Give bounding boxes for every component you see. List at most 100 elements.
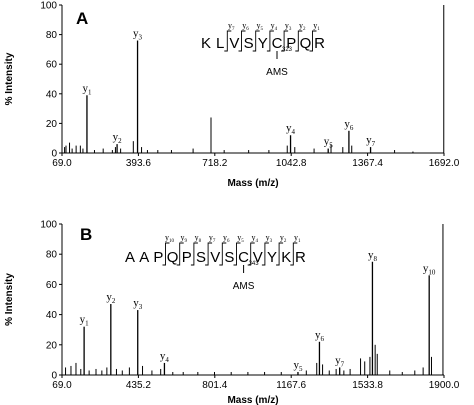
residue-number: 323 bbox=[282, 47, 293, 53]
y-ion-label: y3 bbox=[133, 297, 143, 311]
modification-label: AMS bbox=[233, 281, 255, 292]
fragment-label: y7 bbox=[228, 21, 235, 32]
x-tick-label: 801.4 bbox=[202, 380, 227, 391]
residue: Y bbox=[267, 249, 277, 266]
y-tick-label: 0 bbox=[51, 371, 57, 382]
y-ion-label: y1 bbox=[82, 82, 92, 96]
residue: C bbox=[272, 35, 283, 52]
y-tick-label: 20 bbox=[46, 340, 58, 351]
y-ion-label: y10 bbox=[423, 262, 436, 276]
y-ion-label: y5 bbox=[324, 136, 334, 150]
fragment-bracket bbox=[162, 242, 170, 266]
fragment-label: y2 bbox=[280, 233, 287, 244]
x-tick-label: 69.0 bbox=[52, 380, 72, 391]
residue-number: 343 bbox=[249, 261, 260, 267]
x-tick-label: 1533.8 bbox=[352, 380, 383, 391]
chart-panel-a: 0 20 40 60 80 100 69.0 393.6 718.2 1042.8 1367.4 16… bbox=[4, 1, 460, 190]
y-ion-label: y4 bbox=[286, 122, 296, 136]
residue: K bbox=[201, 35, 211, 52]
residue: A bbox=[125, 249, 135, 266]
x-tick-label: 718.2 bbox=[202, 158, 227, 169]
chart-panel-b: 0 20 40 60 80 100 69.0 435.2 801.4 1167.6 1533.8 19… bbox=[4, 220, 460, 405]
fragment-label: y4 bbox=[271, 21, 278, 32]
y-ion-label: y1 bbox=[80, 314, 90, 328]
fragment-bracket bbox=[309, 30, 317, 52]
fragment-bracket bbox=[261, 242, 269, 266]
fragment-bracket bbox=[252, 30, 260, 52]
x-tick-label: 1167.6 bbox=[276, 380, 306, 391]
y-tick-label: 100 bbox=[40, 1, 57, 12]
residue: Q bbox=[167, 249, 179, 266]
x-tick-label: 1042.8 bbox=[276, 158, 307, 169]
fragment-bracket bbox=[290, 242, 298, 266]
residue: Q bbox=[300, 35, 312, 52]
fragment-bracket bbox=[266, 30, 274, 52]
residue: R bbox=[314, 35, 325, 52]
fragment-label: y5 bbox=[256, 21, 263, 32]
residue: Y bbox=[258, 35, 268, 52]
y-axis-label: % Intensity bbox=[4, 273, 15, 326]
residue: S bbox=[196, 249, 206, 266]
y-tick-label: 40 bbox=[46, 89, 58, 100]
y-ion-label: y4 bbox=[160, 350, 170, 364]
fragment-label: y10 bbox=[165, 233, 175, 244]
fragment-label: y1 bbox=[294, 233, 301, 244]
residue: P bbox=[286, 35, 296, 52]
fragment-bracket bbox=[219, 242, 227, 266]
fragment-bracket bbox=[190, 242, 198, 266]
fragment-label: y7 bbox=[209, 233, 216, 244]
residue: S bbox=[244, 35, 254, 52]
panel-label: B bbox=[80, 225, 92, 244]
x-tick-label: 69.0 bbox=[52, 158, 72, 169]
residue: P bbox=[153, 249, 163, 266]
y-ion-label: y2 bbox=[113, 131, 123, 145]
y-tick-label: 0 bbox=[51, 149, 57, 160]
fragment-bracket bbox=[247, 242, 255, 266]
fragment-label: y1 bbox=[313, 21, 320, 32]
fragment-bracket bbox=[295, 30, 303, 52]
y-ion-label: y2 bbox=[106, 291, 116, 305]
y-ion-label: y3 bbox=[133, 28, 143, 42]
y-tick-label: 80 bbox=[46, 30, 58, 41]
residue: V bbox=[253, 249, 263, 266]
residue: R bbox=[295, 249, 306, 266]
residue: L bbox=[216, 35, 224, 52]
y-tick-label: 100 bbox=[40, 220, 57, 231]
x-axis-label: Mass (m/z) bbox=[227, 395, 278, 405]
residue: V bbox=[229, 35, 239, 52]
y-tick-label: 60 bbox=[46, 60, 58, 71]
x-tick-label: 1692.0 bbox=[429, 158, 460, 169]
x-axis-label: Mass (m/z) bbox=[227, 178, 278, 189]
residue: A bbox=[139, 249, 149, 266]
fragment-label: y3 bbox=[266, 233, 273, 244]
residue: C bbox=[238, 249, 249, 266]
x-tick-label: 1900.0 bbox=[429, 380, 460, 391]
residue: V bbox=[210, 249, 220, 266]
y-ion-label: y6 bbox=[315, 329, 325, 343]
fragment-label: y3 bbox=[285, 21, 292, 32]
panel-label: A bbox=[76, 9, 88, 28]
y-ion-label: y5 bbox=[293, 359, 303, 373]
modification-label: AMS bbox=[266, 67, 288, 78]
residue: K bbox=[281, 249, 291, 266]
y-ion-label: y7 bbox=[366, 134, 376, 148]
x-tick-label: 393.6 bbox=[126, 158, 151, 169]
x-tick-label: 1367.4 bbox=[352, 158, 383, 169]
y-ion-label: y6 bbox=[344, 118, 354, 132]
fragment-bracket bbox=[233, 242, 241, 266]
fragment-label: y4 bbox=[251, 233, 258, 244]
fragment-label: y9 bbox=[180, 233, 187, 244]
fragment-bracket bbox=[281, 30, 289, 52]
peptide-sequence: K L V S Y C P Q R 323 AMS y7 y6 y5 y4 y3 y2 y1 bbox=[201, 21, 325, 78]
fragment-bracket bbox=[276, 242, 284, 266]
residue: P bbox=[182, 249, 192, 266]
residue: S bbox=[224, 249, 234, 266]
fragment-label: y2 bbox=[299, 21, 306, 32]
fragment-bracket bbox=[176, 242, 184, 266]
fragment-label: y8 bbox=[195, 233, 202, 244]
y-ion-label: y7 bbox=[335, 354, 345, 368]
fragment-bracket bbox=[205, 242, 213, 266]
fragment-bracket bbox=[238, 30, 246, 52]
